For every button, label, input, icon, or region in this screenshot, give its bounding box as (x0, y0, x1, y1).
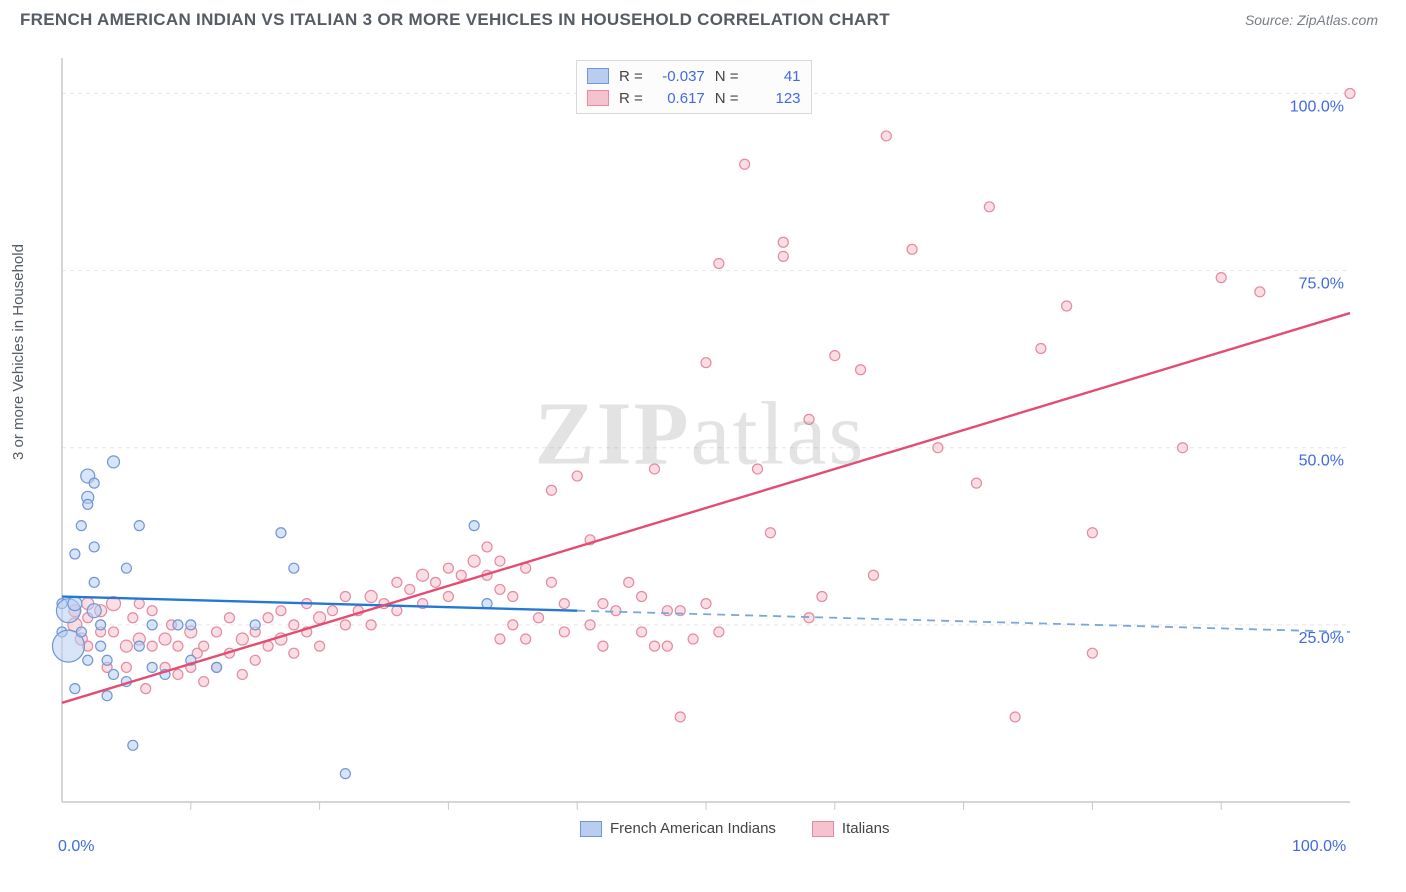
legend-item-blue: French American Indians (580, 820, 776, 837)
n-value-pink: 123 (749, 90, 801, 107)
svg-text:75.0%: 75.0% (1299, 276, 1344, 293)
stats-row-pink: R = 0.617 N = 123 (587, 87, 801, 109)
scatter-plot: 25.0%50.0%75.0%100.0% (20, 40, 1380, 860)
svg-text:100.0%: 100.0% (1290, 98, 1344, 115)
series-legend: French American Indians Italians (580, 820, 889, 837)
stats-legend: R = -0.037 N = 41 R = 0.617 N = 123 (576, 60, 812, 114)
y-axis-label: 3 or more Vehicles in Household (10, 244, 27, 460)
x-axis-min-label: 0.0% (58, 838, 94, 856)
r-label: R = (619, 90, 643, 107)
source-label: Source: ZipAtlas.com (1245, 12, 1378, 28)
legend-label-blue: French American Indians (610, 820, 776, 837)
legend-label-pink: Italians (842, 820, 890, 837)
swatch-blue (587, 68, 609, 84)
svg-text:50.0%: 50.0% (1299, 453, 1344, 470)
x-axis-max-label: 100.0% (1292, 838, 1346, 856)
swatch-blue (580, 821, 602, 837)
swatch-pink (812, 821, 834, 837)
swatch-pink (587, 90, 609, 106)
r-value-blue: -0.037 (653, 68, 705, 85)
legend-item-pink: Italians (812, 820, 890, 837)
chart-title: FRENCH AMERICAN INDIAN VS ITALIAN 3 OR M… (20, 10, 890, 30)
r-value-pink: 0.617 (653, 90, 705, 107)
chart-area: 3 or more Vehicles in Household ZIPatlas… (20, 40, 1380, 860)
stats-row-blue: R = -0.037 N = 41 (587, 65, 801, 87)
n-label: N = (715, 68, 739, 85)
n-label: N = (715, 90, 739, 107)
r-label: R = (619, 68, 643, 85)
n-value-blue: 41 (749, 68, 801, 85)
